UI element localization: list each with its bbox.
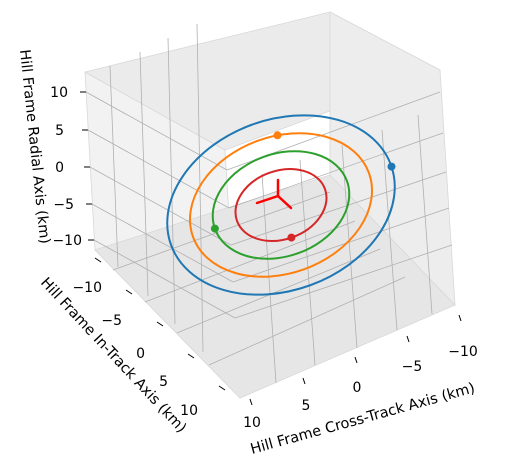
x-tick-label: 0 xyxy=(353,380,362,396)
x-tick-label: 5 xyxy=(302,398,311,414)
position-marker xyxy=(387,162,396,171)
orbit-group xyxy=(166,114,396,296)
y-tick-label: 10 xyxy=(180,403,198,419)
orbit-ellipse xyxy=(188,132,374,278)
y-tick-label: −10 xyxy=(72,280,102,296)
z-tick-label: −5 xyxy=(53,197,74,213)
y-tick-label: 5 xyxy=(159,374,168,390)
position-marker xyxy=(287,233,296,242)
z-tick-label: 10 xyxy=(50,85,68,101)
x-tick-label: 10 xyxy=(243,415,261,431)
position-marker xyxy=(210,224,219,233)
x-tick-label: −5 xyxy=(402,359,423,375)
z-tick-label: −10 xyxy=(52,233,82,249)
z-axis: 10 5 0 −5 −10 Hill Frame Radial Axis (km… xyxy=(16,49,94,249)
y-tick-label: 0 xyxy=(136,346,145,362)
origin-axis-arrow xyxy=(276,194,293,210)
position-marker xyxy=(273,131,282,140)
z-tick-label: 5 xyxy=(55,123,64,139)
y-tick-label: −5 xyxy=(101,313,122,329)
axis-panes xyxy=(83,11,456,400)
origin-axis-arrow xyxy=(255,194,280,205)
x-axis-label: Hill Frame Cross-Track Axis (km) xyxy=(249,380,477,457)
x-tick-label: −10 xyxy=(448,344,478,360)
origin-triad xyxy=(255,178,293,210)
z-tick-label: 0 xyxy=(55,160,64,176)
right-pane xyxy=(329,11,456,307)
gridlines xyxy=(85,23,453,384)
z-axis-label: Hill Frame Radial Axis (km) xyxy=(16,49,52,245)
